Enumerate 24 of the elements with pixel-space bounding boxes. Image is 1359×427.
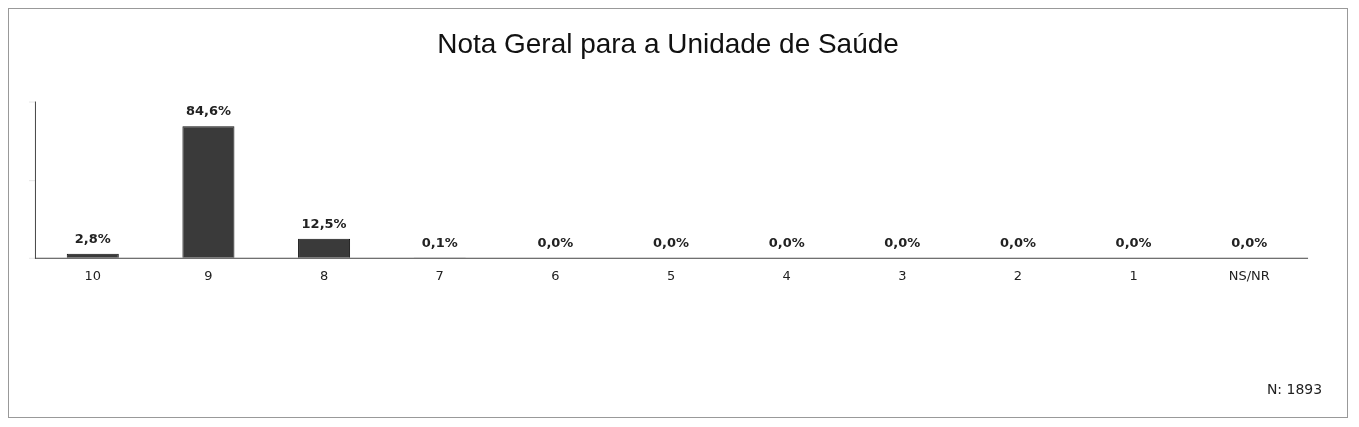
data-label: 0,0% (1231, 235, 1268, 251)
data-label: 0,1% (421, 234, 458, 250)
x-tick-label: NS/NR (1228, 268, 1270, 284)
x-tick-label: 7 (435, 268, 444, 284)
data-label: 2,8% (74, 230, 111, 246)
text: N: 1893 (1266, 380, 1323, 397)
data-label: 0,0% (653, 235, 690, 251)
x-tick-label: 4 (782, 268, 791, 284)
data-label: 0,0% (537, 235, 574, 251)
x-tick-label: 5 (666, 268, 676, 284)
x-tick-label: 1 (1129, 268, 1138, 284)
data-label: 0,0% (768, 235, 805, 251)
x-tick-label: 6 (551, 268, 560, 284)
data-label: 84,6% (185, 103, 231, 119)
data-label: 0,0% (884, 235, 921, 251)
data-label: 0,0% (999, 235, 1036, 251)
data-label: 0,0% (1115, 235, 1152, 251)
x-tick-label: 9 (204, 268, 213, 284)
x-tick-label: 2 (1013, 268, 1023, 284)
x-tick-label: 8 (319, 268, 329, 284)
x-tick-label: 10 (84, 268, 102, 284)
data-label: 12,5% (301, 215, 347, 231)
chart-title: Nota Geral para a Unidade de Saúde (437, 28, 899, 60)
x-tick-label: 3 (898, 268, 907, 284)
